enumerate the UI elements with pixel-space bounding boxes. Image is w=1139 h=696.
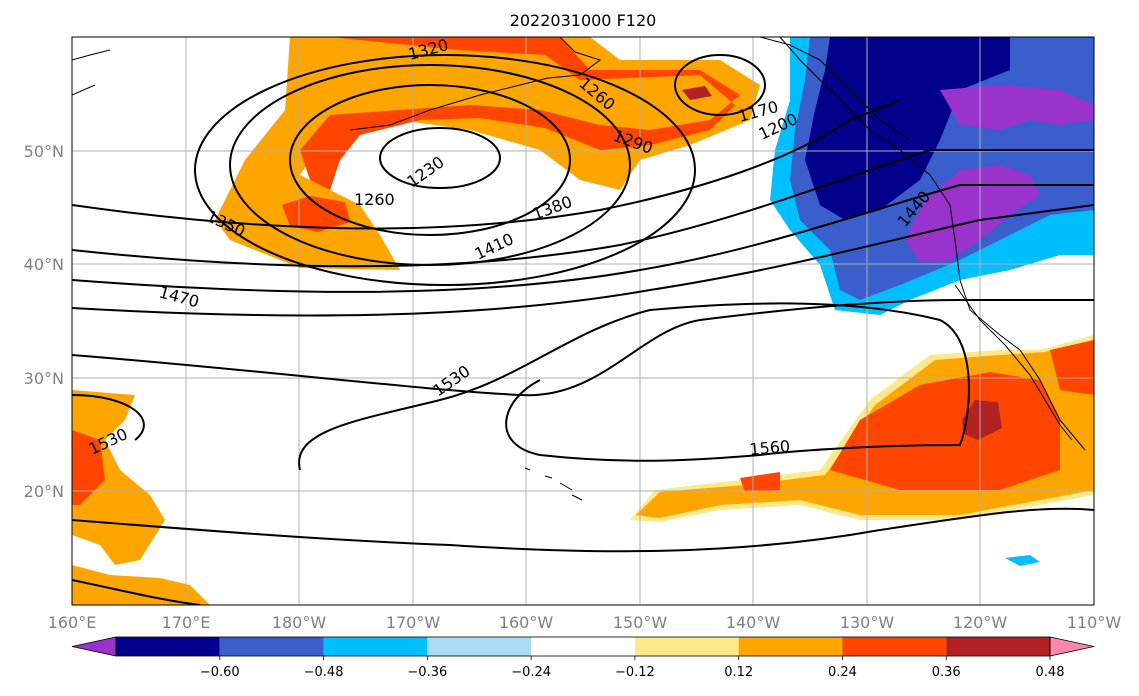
colorbar-tick-label: 0.12 <box>724 665 753 680</box>
colorbar-tick-label: −0.48 <box>304 665 344 680</box>
colorbar-tick-label: −0.12 <box>615 665 655 680</box>
colorbar-segment <box>634 637 739 656</box>
negative-anomaly-extreme-north <box>940 85 1094 130</box>
height-contours <box>72 54 1094 605</box>
positive-anomaly-northwest-core <box>300 37 740 190</box>
asia-coast <box>72 49 111 96</box>
alaska-panhandle-coast <box>759 37 911 141</box>
lat-tick-label: 30°N <box>24 369 64 388</box>
colorbar-tick-label: −0.24 <box>511 665 551 680</box>
colorbar-segment <box>323 637 428 656</box>
contour-label-1260-left: 1260 <box>354 190 395 209</box>
anomaly-fill <box>72 37 1094 605</box>
lon-tick-label: 160°E <box>48 613 97 632</box>
positive-anomaly-southeast-dark <box>962 400 1002 440</box>
latitude-ticks: 50°N 40°N 30°N 20°N <box>24 142 64 501</box>
positive-anomaly-small-core <box>740 472 780 492</box>
lon-tick-label: 130°W <box>840 613 895 632</box>
colorbar-frame <box>115 636 1051 657</box>
positive-anomaly-southeast-core <box>830 372 1060 490</box>
colorbar-extend-high <box>1049 636 1095 657</box>
hawaii-islands <box>524 467 583 501</box>
colorbar-segment <box>427 637 532 656</box>
colorbar-segment <box>738 637 843 656</box>
negative-anomaly-extreme-south <box>905 165 1040 262</box>
lat-tick-label: 40°N <box>24 255 64 274</box>
lon-tick-label: 150°W <box>613 613 668 632</box>
figure-title: 2022031000 F120 <box>510 11 657 30</box>
lon-tick-label: 110°W <box>1067 613 1122 632</box>
baja-california-coast <box>954 284 1073 441</box>
north-america-west-coast <box>779 37 1086 451</box>
colorbar-tick-label: 0.48 <box>1036 665 1065 680</box>
longitude-ticks: 160°E 170°E 180°W 170°W 160°W 150°W 140°… <box>48 613 1122 632</box>
colorbar-segment <box>946 637 1050 656</box>
coastlines <box>72 37 1086 501</box>
lon-tick-label: 140°W <box>726 613 781 632</box>
positive-anomaly-gulf-core <box>1050 340 1094 395</box>
positive-anomaly-northwest <box>215 37 760 270</box>
lon-tick-label: 180°W <box>272 613 327 632</box>
colorbar-segment <box>116 637 220 656</box>
lon-tick-label: 170°E <box>162 613 211 632</box>
colorbar-tick-label: −0.60 <box>200 665 240 680</box>
lat-tick-label: 50°N <box>24 142 64 161</box>
positive-anomaly-southwest <box>72 565 210 605</box>
contour-label-1560: 1560 <box>749 437 791 459</box>
lon-tick-label: 160°W <box>499 613 554 632</box>
map-panel: 1320 1260 1290 1170 1200 1230 1260 1350 … <box>71 35 1095 606</box>
colorbar-extend-low <box>71 636 117 657</box>
negative-anomaly-small <box>1005 555 1040 566</box>
colorbar-segment <box>219 637 324 656</box>
alaska-coast <box>349 37 602 131</box>
colorbar-tick-label: −0.36 <box>407 665 447 680</box>
lon-tick-label: 170°W <box>386 613 441 632</box>
lat-tick-label: 20°N <box>24 482 64 501</box>
lon-tick-label: 120°W <box>953 613 1008 632</box>
colorbar-segment <box>842 637 947 656</box>
colorbar-tick-label: 0.36 <box>932 665 961 680</box>
colorbar-segment <box>531 637 635 656</box>
positive-anomaly-core-dark <box>682 86 712 100</box>
colorbar: −0.60 −0.48 −0.36 −0.24 −0.12 0.12 0.24 0.36 0.4… <box>71 636 1095 680</box>
positive-anomaly-west-core <box>72 430 105 505</box>
colorbar-tick-label: 0.24 <box>828 665 857 680</box>
gridlines <box>72 37 1094 605</box>
